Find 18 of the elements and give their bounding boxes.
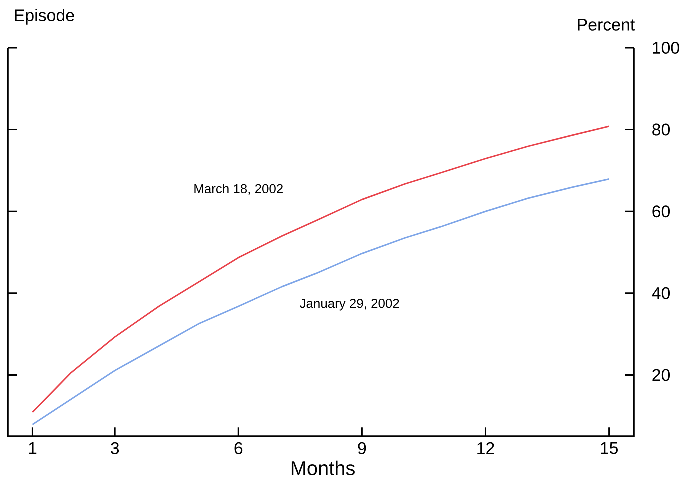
x-axis-title: Months — [292, 460, 355, 476]
text: March 18, 2002 — [194, 184, 283, 196]
x-tick-label: 6 — [234, 442, 243, 454]
text: Episode — [15, 9, 74, 25]
y-tick-label: 80 — [652, 124, 670, 136]
series-label: January 29, 2002 — [300, 299, 400, 311]
x-tick-label: 9 — [358, 442, 366, 454]
line-series — [32, 178, 610, 426]
y-tick-label: 20 — [652, 369, 670, 382]
x-tick-label: 12 — [478, 442, 494, 454]
y-tick-label: 40 — [652, 287, 670, 300]
x-tick-label: 15 — [601, 442, 618, 454]
y-tick-label: 60 — [652, 206, 670, 218]
x-tick-label: 1 — [29, 442, 37, 454]
y-axis-title: Percent — [578, 19, 636, 31]
line-series — [32, 126, 610, 414]
y-tick-label: 100 — [653, 42, 680, 54]
x-tick-label: 3 — [111, 442, 120, 454]
